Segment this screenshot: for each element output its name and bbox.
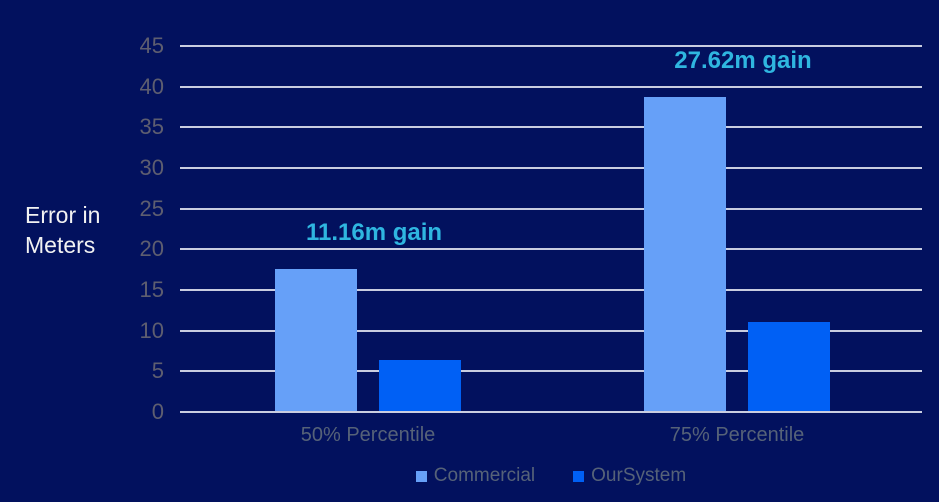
legend: Commercial OurSystem xyxy=(180,465,922,487)
y-tick-label-35: 35 xyxy=(139,114,164,140)
gridline-15 xyxy=(180,289,922,291)
gridline-30 xyxy=(180,167,922,169)
bar-oursystem-1 xyxy=(379,359,461,412)
legend-item-oursystem: OurSystem xyxy=(573,465,686,487)
y-tick-label-45: 45 xyxy=(139,33,164,58)
bar-commercial-1 xyxy=(275,268,357,412)
legend-label-oursystem: OurSystem xyxy=(591,465,687,486)
bar-oursystem-2 xyxy=(748,321,830,412)
legend-swatch-oursystem xyxy=(573,470,585,482)
plot-area: 0 5 10 15 20 25 30 35 40 45 11.16m gain 27.62m gain xyxy=(140,35,922,423)
y-tick-label-15: 15 xyxy=(139,277,164,302)
gridline-40 xyxy=(180,85,922,88)
bar-commercial-2 xyxy=(644,97,726,412)
gain-annotation-2: 27.62m gain xyxy=(674,47,812,75)
gridline-35 xyxy=(180,126,922,129)
gridline-45 xyxy=(180,45,922,47)
legend-swatch-commercial xyxy=(415,470,427,482)
gridline-0 xyxy=(180,411,922,413)
category-label-2: 75% Percentile xyxy=(669,424,805,446)
y-tick-label-30: 30 xyxy=(139,155,164,180)
gridline-25 xyxy=(180,207,922,210)
legend-label-commercial: Commercial xyxy=(433,465,536,486)
y-tick-label-10: 10 xyxy=(139,317,164,343)
gridline-20 xyxy=(180,248,922,251)
y-tick-label-40: 40 xyxy=(139,73,164,99)
y-tick-label-0: 0 xyxy=(151,399,164,424)
y-axis-title: Error in Meters xyxy=(25,202,101,258)
y-tick-label-20: 20 xyxy=(139,236,164,262)
y-tick-label-25: 25 xyxy=(139,195,164,221)
gain-annotation-1: 11.16m gain xyxy=(305,218,443,246)
y-tick-label-5: 5 xyxy=(151,358,164,384)
legend-item-commercial: Commercial xyxy=(415,465,536,487)
gridline-5 xyxy=(180,370,922,373)
gridline-10 xyxy=(180,329,922,332)
category-label-1: 50% Percentile xyxy=(300,424,436,446)
